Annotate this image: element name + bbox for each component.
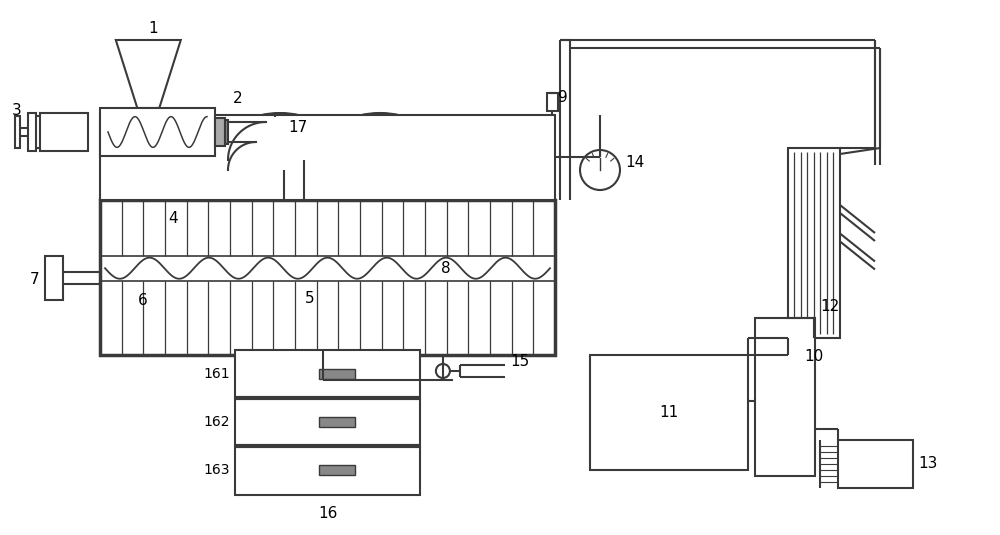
Text: 7: 7 xyxy=(30,272,40,287)
Bar xyxy=(788,148,840,338)
Bar xyxy=(225,120,228,144)
Text: 17: 17 xyxy=(288,119,307,134)
Text: 2: 2 xyxy=(233,90,243,105)
Bar xyxy=(319,465,355,476)
Text: 11: 11 xyxy=(659,405,679,420)
Bar xyxy=(838,440,913,488)
Text: 10: 10 xyxy=(804,348,824,363)
Text: 161: 161 xyxy=(203,367,230,381)
Text: 163: 163 xyxy=(204,463,230,477)
Text: 1: 1 xyxy=(148,20,158,35)
Bar xyxy=(215,118,225,146)
Text: 9: 9 xyxy=(558,89,568,104)
Bar xyxy=(319,369,355,379)
Text: 3: 3 xyxy=(12,103,22,118)
Text: 15: 15 xyxy=(510,354,529,369)
Bar xyxy=(100,108,215,156)
Bar xyxy=(40,113,88,151)
Text: 13: 13 xyxy=(918,456,937,471)
Bar xyxy=(547,93,558,111)
Bar xyxy=(755,318,815,476)
Bar xyxy=(590,355,748,470)
Text: 14: 14 xyxy=(625,155,644,170)
Text: 16: 16 xyxy=(318,506,337,521)
Bar xyxy=(235,350,420,495)
Text: 162: 162 xyxy=(204,415,230,429)
Bar xyxy=(100,200,555,355)
Bar xyxy=(319,417,355,427)
Bar xyxy=(100,115,555,200)
Text: 6: 6 xyxy=(138,293,148,308)
Bar xyxy=(28,113,36,151)
Bar xyxy=(15,116,20,148)
Bar xyxy=(45,256,63,300)
Text: 8: 8 xyxy=(441,261,451,276)
Text: 4: 4 xyxy=(168,210,178,225)
Text: 12: 12 xyxy=(820,299,839,314)
Text: 5: 5 xyxy=(305,291,314,306)
